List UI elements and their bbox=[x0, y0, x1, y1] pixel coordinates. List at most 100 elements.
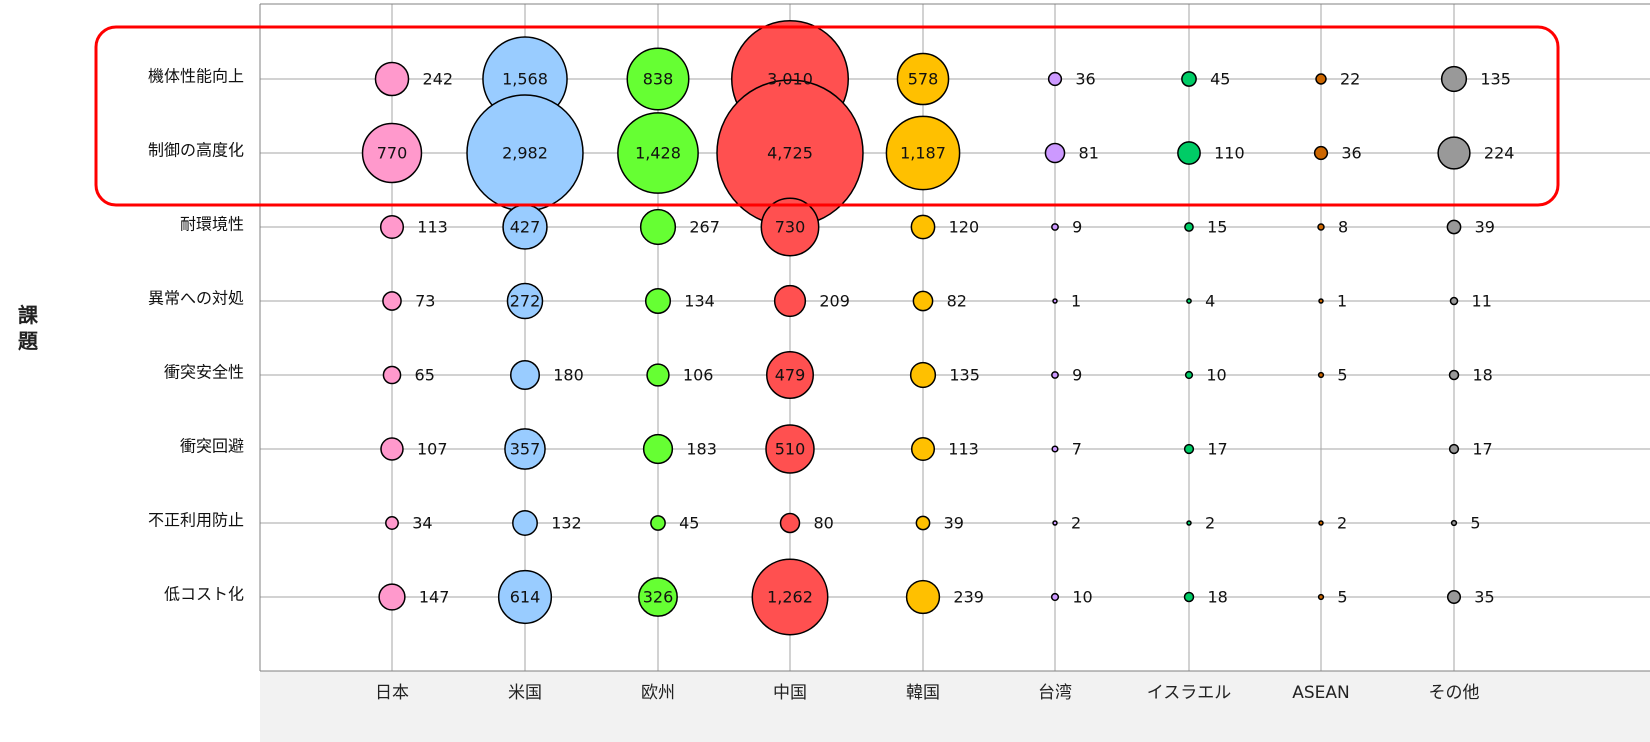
bubble-mark bbox=[1051, 371, 1059, 379]
data-label: 2 bbox=[1205, 514, 1215, 533]
data-label: 770 bbox=[377, 144, 408, 163]
bubble-mark bbox=[1186, 520, 1192, 526]
data-label: 82 bbox=[947, 292, 967, 311]
bubble-mark bbox=[506, 282, 544, 320]
bubble-mark bbox=[1052, 298, 1058, 304]
y-tick-label: 耐環境性 bbox=[180, 215, 244, 234]
bubble-mark bbox=[1051, 445, 1059, 453]
y-tick-label: 不正利用防止 bbox=[148, 511, 244, 530]
bubble-mark bbox=[1050, 592, 1060, 602]
bubble-mark bbox=[773, 284, 807, 318]
bubble-mark bbox=[1184, 222, 1194, 232]
data-label: 272 bbox=[510, 292, 541, 311]
data-label: 113 bbox=[948, 440, 979, 459]
bubble-mark bbox=[385, 516, 399, 530]
y-tick-label: 衝突安全性 bbox=[164, 363, 244, 382]
data-label: 135 bbox=[1480, 70, 1511, 89]
bubble-mark bbox=[779, 512, 801, 534]
data-label: 147 bbox=[419, 588, 450, 607]
bubble-mark bbox=[374, 61, 410, 97]
data-label: 132 bbox=[551, 514, 582, 533]
bubble-mark bbox=[1318, 298, 1324, 304]
data-label: 15 bbox=[1207, 218, 1227, 237]
data-label: 357 bbox=[510, 440, 541, 459]
highlight-layer bbox=[94, 25, 1560, 207]
y-tick-label: 制御の高度化 bbox=[148, 141, 244, 160]
bubble-mark bbox=[912, 290, 934, 312]
bubble-mark bbox=[905, 579, 941, 615]
data-label: 39 bbox=[1475, 218, 1495, 237]
bubble-mark bbox=[510, 360, 540, 390]
data-label: 1,187 bbox=[900, 144, 946, 163]
bubble-mark bbox=[909, 361, 937, 389]
bubble-mark bbox=[1440, 65, 1468, 93]
data-label: 1,428 bbox=[635, 144, 681, 163]
data-label: 17 bbox=[1207, 440, 1227, 459]
bubble-mark bbox=[382, 365, 402, 385]
data-label: 510 bbox=[775, 440, 806, 459]
bubble-mark bbox=[915, 515, 931, 531]
data-label: 80 bbox=[813, 514, 833, 533]
data-label: 18 bbox=[1473, 366, 1493, 385]
bubble-mark bbox=[1437, 136, 1471, 170]
data-label: 5 bbox=[1470, 514, 1480, 533]
bubble-mark bbox=[1313, 145, 1329, 161]
bubble-mark bbox=[1183, 591, 1195, 603]
bubble-mark bbox=[1317, 371, 1325, 379]
data-label: 7 bbox=[1072, 440, 1082, 459]
data-label: 22 bbox=[1340, 70, 1360, 89]
data-label: 5 bbox=[1337, 366, 1347, 385]
data-label: 614 bbox=[510, 588, 541, 607]
bubble-mark bbox=[650, 515, 666, 531]
bubble-mark bbox=[1051, 223, 1059, 231]
data-label: 18 bbox=[1208, 588, 1228, 607]
bubble-mark bbox=[1183, 443, 1195, 455]
bubble-mark bbox=[361, 122, 423, 184]
bubble-mark bbox=[380, 437, 404, 461]
bubble-mark bbox=[885, 115, 961, 191]
bubble-mark bbox=[617, 112, 699, 194]
data-label: 242 bbox=[423, 70, 454, 89]
data-label: 730 bbox=[775, 218, 806, 237]
bubble-mark bbox=[1317, 593, 1325, 601]
bubble-mark bbox=[1052, 520, 1058, 526]
data-label: 17 bbox=[1472, 440, 1492, 459]
data-label: 5 bbox=[1337, 588, 1347, 607]
bubble-mark bbox=[379, 214, 405, 240]
bubble-mark bbox=[497, 569, 553, 625]
data-label: 1 bbox=[1337, 292, 1347, 311]
data-label: 2,982 bbox=[502, 144, 548, 163]
x-tick-label: 欧州 bbox=[641, 683, 675, 703]
data-label: 45 bbox=[679, 514, 699, 533]
data-label: 36 bbox=[1341, 144, 1361, 163]
data-label: 838 bbox=[643, 70, 674, 89]
bubble-mark bbox=[760, 197, 820, 257]
data-label: 11 bbox=[1472, 292, 1492, 311]
x-tick-label: 米国 bbox=[508, 683, 542, 703]
x-tick-label: 日本 bbox=[375, 683, 409, 703]
data-label: 73 bbox=[415, 292, 435, 311]
data-label: 2 bbox=[1071, 514, 1081, 533]
x-tick-label: 韓国 bbox=[906, 683, 940, 703]
bubble-mark bbox=[642, 433, 674, 465]
data-label: 326 bbox=[643, 588, 674, 607]
highlight-box bbox=[94, 25, 1560, 207]
data-label: 120 bbox=[949, 218, 980, 237]
data-label: 34 bbox=[412, 514, 432, 533]
bubble-mark bbox=[1448, 443, 1460, 455]
bubble-mark bbox=[1318, 520, 1324, 526]
bubble-mark bbox=[1446, 219, 1462, 235]
bubble-mark bbox=[512, 510, 538, 536]
x-tick-label: 台湾 bbox=[1038, 683, 1072, 703]
bubble-mark bbox=[504, 428, 546, 470]
bubble-mark bbox=[626, 47, 690, 111]
x-axis-band-bg bbox=[260, 671, 1650, 742]
bubble-mark bbox=[638, 577, 678, 617]
data-label: 106 bbox=[683, 366, 714, 385]
data-label: 578 bbox=[908, 70, 939, 89]
data-label: 135 bbox=[949, 366, 980, 385]
data-label: 267 bbox=[689, 218, 720, 237]
data-label: 9 bbox=[1072, 366, 1082, 385]
bubble-mark bbox=[1186, 298, 1192, 304]
